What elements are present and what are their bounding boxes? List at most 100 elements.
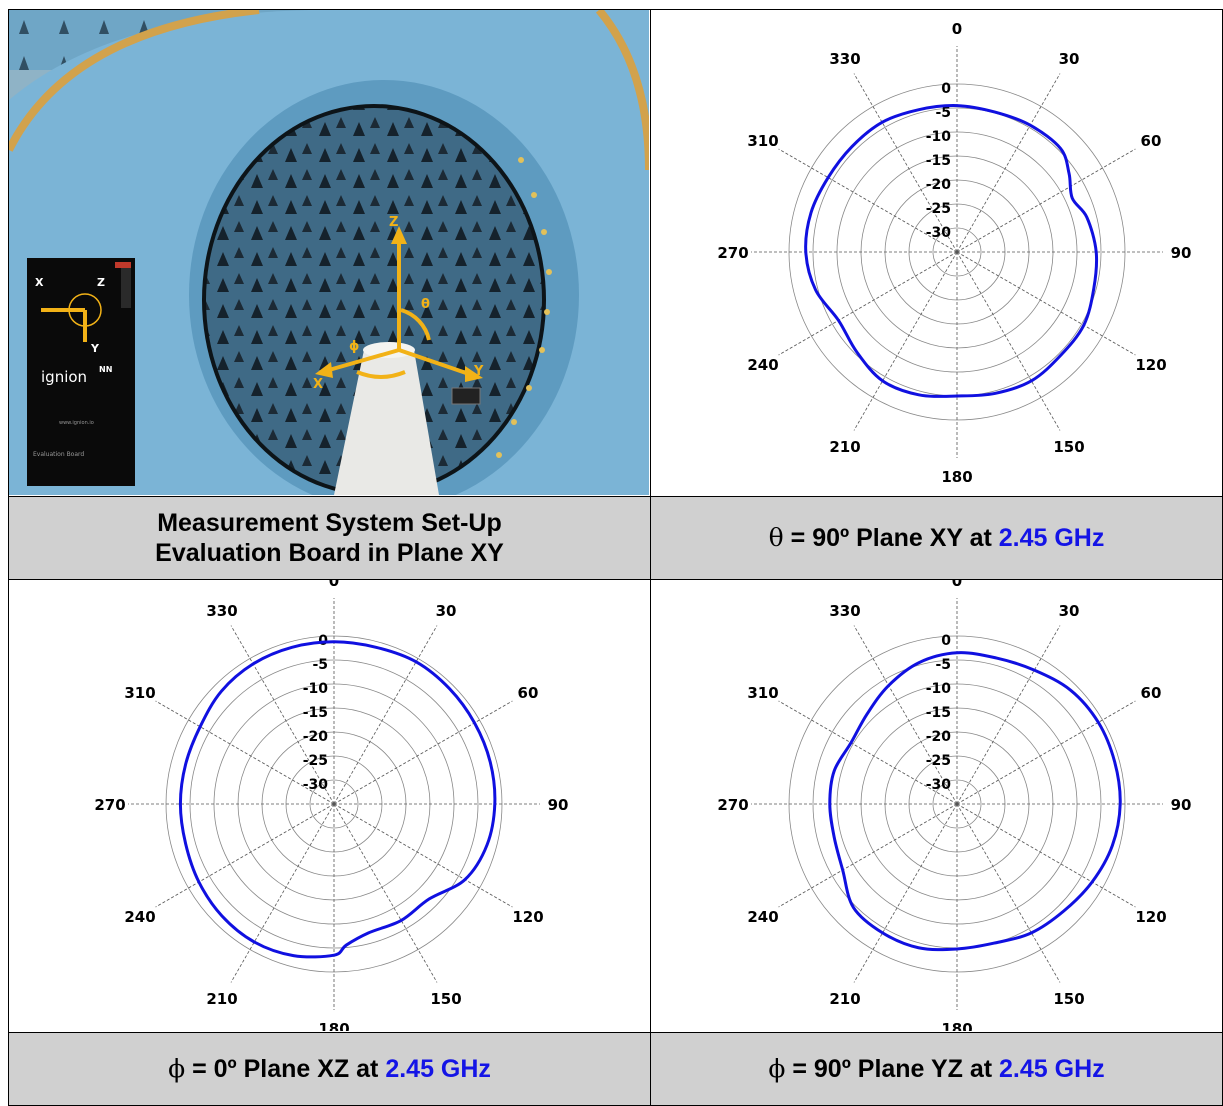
photo-axis-phi: ϕ bbox=[349, 339, 359, 354]
grid-spoke bbox=[956, 73, 1061, 253]
caption-xz: ϕ = 0º Plane XZ at 2.45 GHz bbox=[8, 1032, 650, 1106]
polar-chart-cell-yz: 0 30 60 90 120 150 180 210 240 270 310 330 0 -5 -10 -15… bbox=[650, 572, 1223, 1038]
grid-spoke bbox=[853, 251, 958, 431]
grid-spoke bbox=[333, 803, 438, 983]
grid-spoke bbox=[333, 700, 513, 805]
radial-label: -20 bbox=[303, 729, 329, 745]
polar-grid bbox=[751, 46, 1163, 458]
radiation-pattern-trace bbox=[828, 651, 1122, 952]
radial-label: -5 bbox=[935, 105, 951, 121]
polar-chart-cell-xz: 0 30 60 90 120 150 180 210 240 270 310 330 0 -5 -10 -15… bbox=[8, 572, 650, 1038]
grid-spoke bbox=[956, 803, 1061, 983]
radial-label: -5 bbox=[935, 657, 951, 673]
polar-chart-yz: 0 30 60 90 120 150 180 210 240 270 310 330 0 -5 -10 -15… bbox=[717, 572, 1192, 1038]
angle-label: 180 bbox=[318, 1020, 349, 1031]
angle-label: 30 bbox=[1059, 50, 1080, 68]
caption-xy-text: = 90º Plane XY at bbox=[783, 524, 999, 552]
grid-spoke bbox=[853, 803, 958, 983]
caption-xy-freq: 2.45 GHz bbox=[998, 524, 1105, 552]
angle-label: 150 bbox=[1053, 438, 1084, 456]
caption-setup: Measurement System Set-Up Evaluation Boa… bbox=[8, 496, 650, 579]
angle-label: 310 bbox=[124, 684, 155, 702]
photo-axis-x: X bbox=[313, 377, 323, 392]
radiation-pattern-trace bbox=[178, 640, 497, 959]
grid-spoke bbox=[956, 625, 1061, 805]
board-axis-z: Z bbox=[97, 276, 105, 289]
radial-label: -30 bbox=[926, 225, 952, 241]
angle-label: 310 bbox=[747, 684, 778, 702]
radial-label: -20 bbox=[926, 177, 952, 193]
angle-label: 30 bbox=[436, 602, 457, 620]
grid-spoke bbox=[956, 251, 1061, 431]
radial-label: -25 bbox=[303, 753, 328, 769]
angle-label: 60 bbox=[1141, 684, 1162, 702]
grid-spoke bbox=[778, 251, 958, 356]
angle-label: 90 bbox=[548, 796, 569, 814]
angle-label: 270 bbox=[94, 796, 125, 814]
board-title: Evaluation Board bbox=[33, 451, 84, 458]
polar-chart-xz: 03060901201501802102402703103300-5-10-15… bbox=[94, 572, 569, 1038]
grid-circle bbox=[189, 659, 479, 949]
grid-spoke bbox=[853, 625, 958, 805]
grid-spoke bbox=[778, 700, 958, 805]
grid-spoke bbox=[956, 700, 1136, 805]
angle-label: 330 bbox=[829, 602, 860, 620]
grid-spoke bbox=[230, 803, 335, 983]
angle-label: 90 bbox=[1171, 796, 1192, 814]
angle-label: 120 bbox=[1135, 908, 1166, 926]
caption-xz-symbol: ϕ bbox=[168, 1054, 186, 1083]
radial-label: -30 bbox=[926, 777, 952, 793]
caption-yz: ϕ = 90º Plane YZ at 2.45 GHz bbox=[650, 1032, 1223, 1106]
angle-label: 210 bbox=[829, 990, 860, 1008]
angle-label: 330 bbox=[206, 602, 237, 620]
radial-label: -15 bbox=[926, 153, 951, 169]
caption-setup-line2: Evaluation Board in Plane XY bbox=[155, 539, 504, 567]
angle-label: 270 bbox=[717, 244, 748, 262]
angle-label: 90 bbox=[1171, 244, 1192, 262]
angle-label: 310 bbox=[747, 132, 778, 150]
radial-label: -25 bbox=[926, 753, 951, 769]
board-brand: ignion bbox=[41, 368, 87, 386]
radial-label: -30 bbox=[303, 777, 329, 793]
angle-label: 60 bbox=[1141, 132, 1162, 150]
board-axis-y: Y bbox=[90, 342, 100, 355]
photo-axis-y: Y bbox=[473, 364, 484, 379]
angle-label: 210 bbox=[206, 990, 237, 1008]
angle-label: 270 bbox=[717, 796, 748, 814]
caption-xz-text: = 0º Plane XZ at bbox=[185, 1055, 386, 1083]
radiation-pattern-trace bbox=[804, 104, 1099, 398]
radial-label: -25 bbox=[926, 201, 951, 217]
radial-label: -5 bbox=[312, 657, 328, 673]
radial-label: -10 bbox=[926, 129, 952, 145]
polar-chart-xy: 0 30 60 90 120 150 180 210 240 270 310 330 0 -5 -10 -15… bbox=[717, 20, 1192, 486]
angle-label: 180 bbox=[941, 468, 972, 486]
angle-label: 150 bbox=[430, 990, 461, 1008]
radial-label: -10 bbox=[303, 681, 329, 697]
caption-yz-freq: 2.45 GHz bbox=[999, 1055, 1105, 1083]
caption-xz-freq: 2.45 GHz bbox=[385, 1055, 491, 1083]
measurement-photo-cell: Z X Y θ ϕ X Z Y ignion NN www.ignion.io … bbox=[8, 9, 650, 496]
grid-spoke bbox=[155, 803, 335, 908]
caption-xy: θ = 90º Plane XY at 2.45 GHz bbox=[650, 496, 1223, 579]
angle-label: 60 bbox=[518, 684, 539, 702]
caption-setup-line1: Measurement System Set-Up bbox=[157, 509, 502, 537]
angle-label: 330 bbox=[829, 50, 860, 68]
radial-label: -15 bbox=[926, 705, 951, 721]
angle-label: 180 bbox=[941, 1020, 972, 1031]
angle-label: 240 bbox=[124, 908, 155, 926]
angle-label: 150 bbox=[1053, 990, 1084, 1008]
polar-chart-cell-xy: 0 30 60 90 120 150 180 210 240 270 310 330 0 -5 -10 -15… bbox=[650, 9, 1223, 496]
grid-spoke bbox=[778, 148, 958, 253]
caption-yz-text: = 90º Plane YZ at bbox=[785, 1055, 1000, 1083]
angle-label: 120 bbox=[1135, 356, 1166, 374]
photo-axis-z: Z bbox=[389, 215, 398, 230]
angle-label: 240 bbox=[747, 356, 778, 374]
grid-spoke bbox=[778, 803, 958, 908]
board-url: www.ignion.io bbox=[59, 420, 94, 426]
angle-label: 0 bbox=[329, 580, 339, 590]
angle-label: 30 bbox=[1059, 602, 1080, 620]
caption-yz-symbol: ϕ bbox=[768, 1054, 786, 1083]
angle-label: 240 bbox=[747, 908, 778, 926]
radial-label: 0 bbox=[941, 633, 951, 649]
